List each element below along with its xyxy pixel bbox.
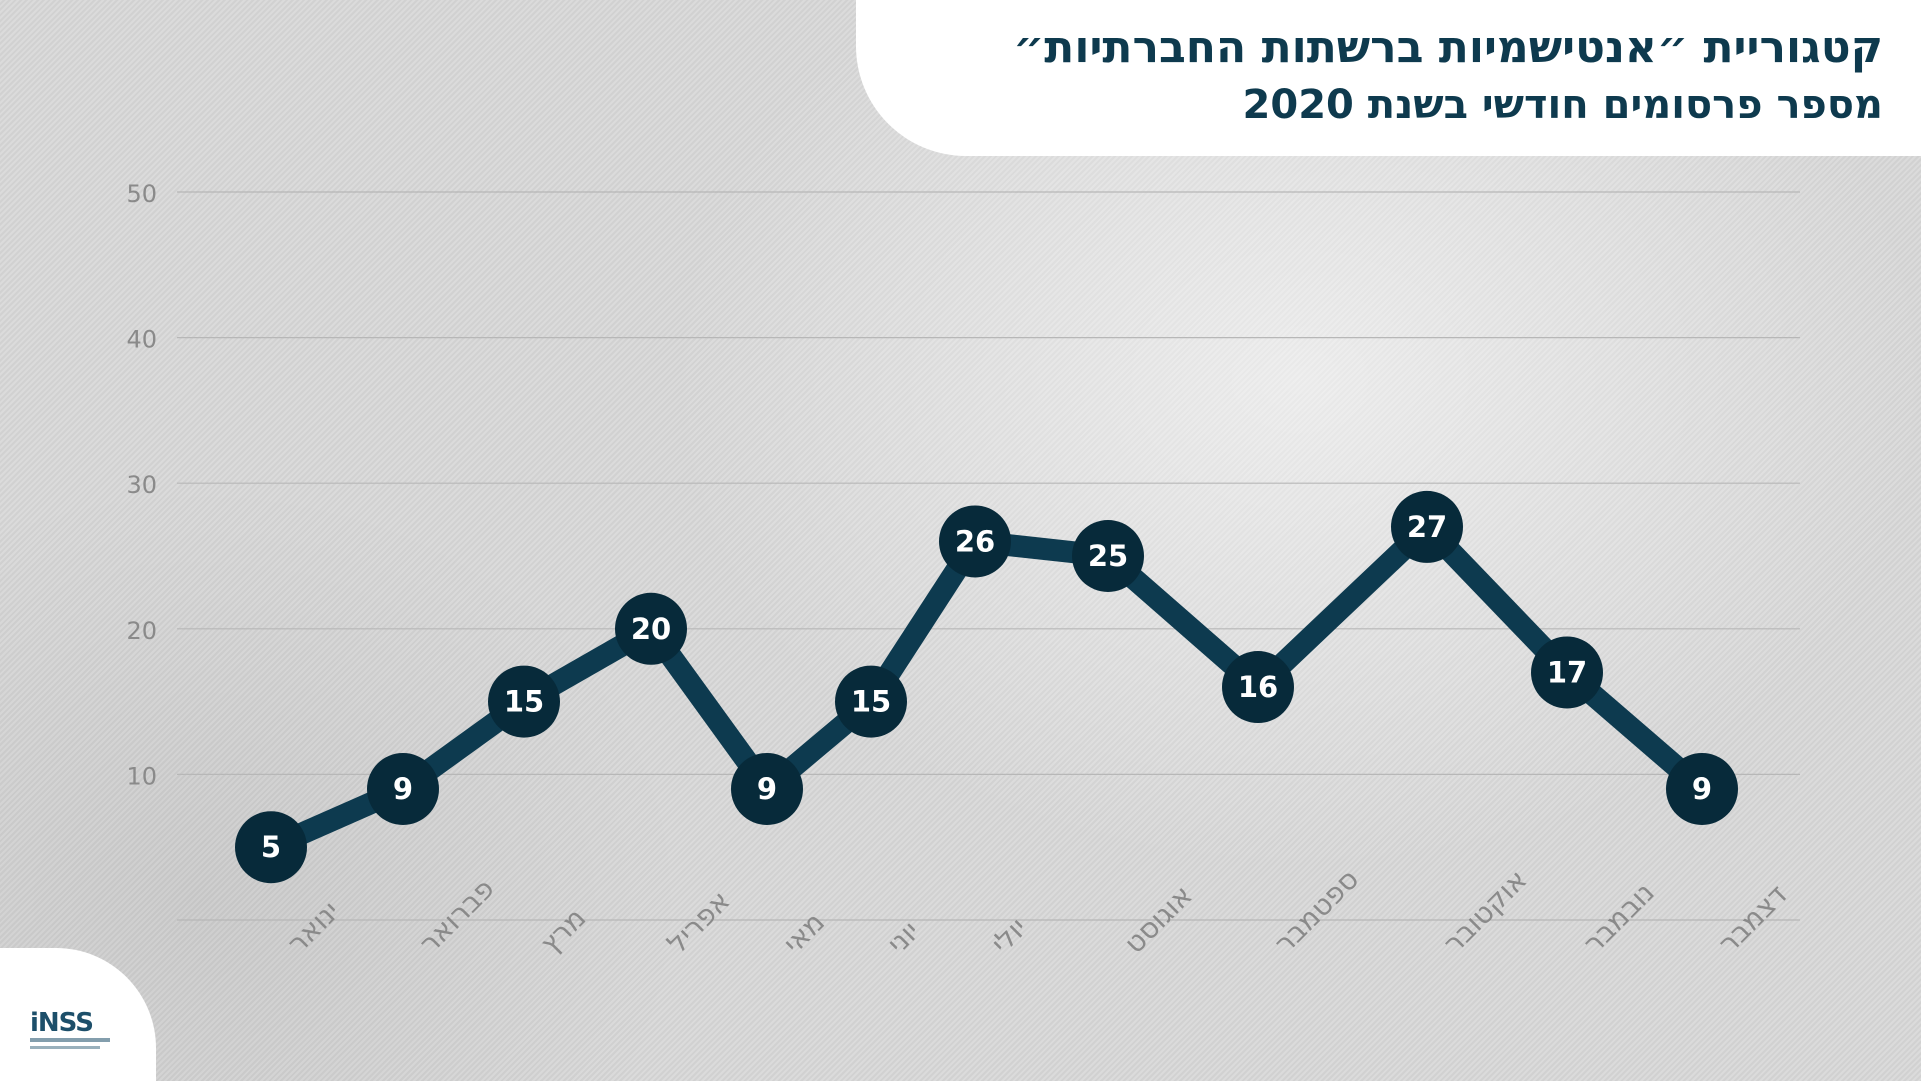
data-label: 25: [1088, 539, 1128, 573]
data-point: [488, 665, 560, 738]
x-tick-label: אפריל: [661, 884, 737, 960]
x-tick-label: יוני: [881, 914, 927, 960]
data-point: [939, 505, 1011, 578]
data-label: 15: [504, 685, 544, 719]
y-tick-label: 10: [126, 762, 157, 790]
data-point: [835, 665, 907, 738]
data-label: 26: [955, 524, 995, 558]
x-axis-ticks: ינואר פברואר מרץ אפריל מאי יוני יולי אוגוסט ספטמ…: [281, 862, 1794, 959]
y-tick-label: 30: [126, 471, 157, 499]
data-label: 5: [261, 830, 281, 864]
x-tick-label: יולי: [985, 911, 1034, 960]
x-tick-label: דצמבר: [1712, 878, 1794, 960]
data-label: 20: [631, 612, 671, 646]
y-tick-label: 20: [126, 617, 157, 645]
data-label: 9: [757, 772, 777, 806]
data-point: [367, 752, 439, 825]
data-label: 17: [1547, 655, 1587, 689]
logo-underline: [30, 1038, 110, 1042]
data-point: [1391, 490, 1463, 563]
x-tick-label: ינואר: [281, 894, 346, 959]
data-point: [1072, 520, 1144, 592]
x-tick-label: אוגוסט: [1118, 879, 1199, 960]
chart-subtitle: מספר פרסומים חודשי בשנת 2020: [1242, 82, 1883, 128]
y-tick-label: 50: [126, 180, 157, 208]
inss-logo: iNSS: [30, 1008, 94, 1038]
x-tick-label: אוקטובר: [1437, 863, 1534, 960]
data-label: 9: [393, 772, 413, 806]
x-tick-label: מאי: [777, 906, 831, 960]
y-tick-label: 40: [126, 326, 157, 354]
data-label: 15: [851, 685, 891, 719]
gridlines: [177, 191, 1800, 921]
data-point: [235, 811, 307, 884]
logo-underline-secondary: [30, 1046, 100, 1049]
title-card: קטגוריית ״אנטישמיות ברשתות החברתיות״ מספ…: [856, 0, 1921, 156]
x-tick-label: מרץ: [534, 901, 593, 960]
data-point: [731, 752, 803, 825]
data-point: [1666, 752, 1738, 825]
data-label: 27: [1407, 510, 1447, 544]
data-points: 5 9 15 20 9 15 26 25 16 27 17 9: [235, 490, 1738, 884]
data-point: [1222, 651, 1294, 724]
x-tick-label: ספטמבר: [1268, 862, 1365, 959]
x-tick-label: פברואר: [413, 872, 501, 960]
x-tick-label: נובמבר: [1577, 876, 1661, 960]
y-axis-ticks: 10 20 30 40 50: [126, 180, 157, 790]
data-label: 16: [1238, 670, 1278, 704]
chart-title: קטגוריית ״אנטישמיות ברשתות החברתיות״: [1013, 22, 1883, 73]
data-point: [1531, 636, 1603, 709]
data-label: 9: [1692, 772, 1712, 806]
data-point: [615, 592, 687, 665]
